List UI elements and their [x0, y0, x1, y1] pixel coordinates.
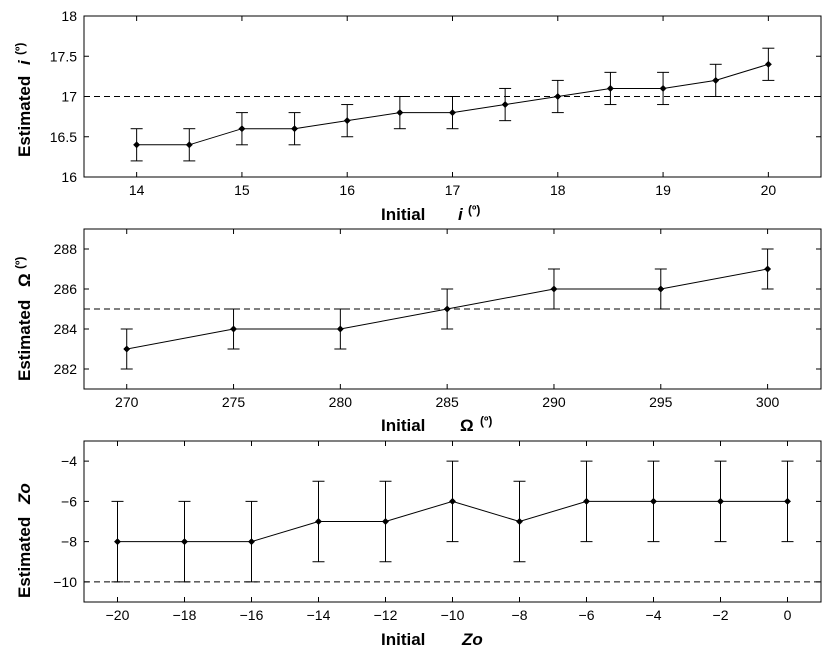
- x-tick-label: 295: [649, 394, 673, 410]
- y-tick-label: 286: [54, 281, 78, 297]
- x-axis-label-symbol: i: [458, 205, 464, 224]
- y-tick-label: 17.5: [50, 48, 77, 64]
- y-tick-label: 288: [54, 241, 78, 257]
- x-tick-label: −6: [579, 607, 595, 623]
- data-point: [448, 497, 457, 505]
- panel-inclination: 14 15 16 17 18 19 20 16 16.5 17 17.5 18 Initial i (…: [13, 8, 822, 224]
- x-tick-label: −20: [106, 607, 130, 623]
- panel-inclination-marks: 14 15 16 17 18 19 20 16 16.5 17 17.5 18: [50, 8, 822, 198]
- data-point: [396, 109, 404, 117]
- x-tick-label: 0: [784, 607, 792, 623]
- y-axis-label: Estimated i (º): [13, 43, 34, 157]
- y-tick-label: −6: [61, 493, 77, 509]
- data-point: [764, 265, 772, 273]
- y-tick-label: −10: [53, 574, 77, 590]
- y-tick-label: 16.5: [50, 129, 77, 145]
- data-point: [649, 497, 658, 505]
- data-point: [783, 497, 792, 505]
- x-tick-label: 285: [435, 394, 459, 410]
- y-tick-label: 16: [61, 169, 77, 185]
- data-point: [501, 100, 509, 109]
- y-axis-label-symbol: Zo: [15, 483, 34, 505]
- x-tick-label: 270: [115, 394, 139, 410]
- data-point: [582, 497, 591, 505]
- x-axis-label-word: Initial: [381, 205, 425, 224]
- x-tick-label: 290: [542, 394, 566, 410]
- data-point: [554, 92, 562, 101]
- data-point: [291, 125, 299, 133]
- data-point: [606, 84, 614, 93]
- data-point: [448, 109, 457, 117]
- panel-zo-marks: −20 −18 −16 −14 −12 −10 −8 −6 −4 −2 0−10−8−6−4: [53, 440, 822, 623]
- panel-omega: 270 275 280 285 290 295 300 282 284 286 288 Initia…: [13, 228, 822, 435]
- data-point: [343, 117, 351, 125]
- data-point: [238, 125, 246, 133]
- panel-omega-marks: 270 275 280 285 290 295 300 282 284 286 288: [54, 228, 822, 410]
- y-tick-label: −4: [61, 453, 77, 469]
- data-point: [336, 325, 344, 333]
- x-tick-label: 16: [339, 182, 355, 198]
- x-tick-label: −12: [374, 607, 398, 623]
- y-tick-label: −8: [61, 534, 77, 550]
- x-axis-label-symbol: Ω: [460, 416, 474, 435]
- data-point: [659, 84, 667, 93]
- y-tick-label: 18: [61, 8, 77, 24]
- x-tick-label: 300: [756, 394, 780, 410]
- data-point: [764, 60, 772, 68]
- x-tick-label: −10: [441, 607, 465, 623]
- data-point: [185, 141, 193, 149]
- x-axis-label-unit: (º): [480, 414, 492, 428]
- y-axis-label-unit: (º): [13, 43, 27, 55]
- y-axis-label: Estimated Zo: [15, 483, 34, 598]
- data-point: [113, 538, 122, 546]
- data-point: [443, 305, 451, 313]
- y-tick-label: 282: [54, 361, 78, 377]
- x-axis-label-symbol: Zo: [461, 630, 483, 649]
- panel-zo: −20 −18 −16 −14 −12 −10 −8 −6 −4 −2 0−10−8−6−4 Ini…: [15, 440, 822, 649]
- data-point: [133, 141, 141, 149]
- x-tick-label: 14: [129, 182, 145, 198]
- data-point: [123, 345, 131, 353]
- x-tick-label: −18: [173, 607, 197, 623]
- x-tick-label: −8: [512, 607, 528, 623]
- x-axis-label-word: Initial: [381, 416, 425, 435]
- y-axis-label-word: Estimated: [15, 300, 34, 381]
- data-point: [712, 76, 720, 84]
- x-tick-label: 20: [761, 182, 777, 198]
- y-axis-label-symbol: Ω: [15, 273, 34, 287]
- y-axis-label: Estimated Ω (º): [13, 257, 34, 381]
- x-tick-label: 18: [550, 182, 566, 198]
- x-tick-label: −16: [240, 607, 264, 623]
- y-axis-label-word: Estimated: [15, 76, 34, 157]
- x-tick-label: 280: [329, 394, 353, 410]
- data-point: [657, 285, 665, 293]
- x-tick-label: 15: [234, 182, 250, 198]
- x-axis-label-unit: (º): [468, 203, 480, 217]
- x-tick-label: 17: [445, 182, 461, 198]
- y-axis-label-symbol: i: [15, 59, 34, 65]
- data-point: [515, 517, 524, 526]
- x-tick-label: −4: [646, 607, 662, 623]
- data-point: [180, 538, 189, 546]
- y-tick-label: 284: [54, 321, 78, 337]
- data-point: [716, 497, 725, 505]
- data-point: [381, 517, 390, 526]
- data-point: [229, 325, 238, 333]
- data-point: [314, 517, 323, 526]
- data-point: [247, 538, 256, 546]
- x-tick-label: −2: [713, 607, 729, 623]
- data-point: [550, 285, 558, 293]
- y-tick-label: 17: [61, 89, 77, 105]
- x-tick-label: 275: [222, 394, 246, 410]
- x-tick-label: −14: [307, 607, 331, 623]
- x-axis-label-word: Initial: [381, 630, 425, 649]
- x-tick-label: 19: [655, 182, 671, 198]
- y-axis-label-unit: (º): [13, 257, 27, 269]
- y-axis-label-word: Estimated: [15, 517, 34, 598]
